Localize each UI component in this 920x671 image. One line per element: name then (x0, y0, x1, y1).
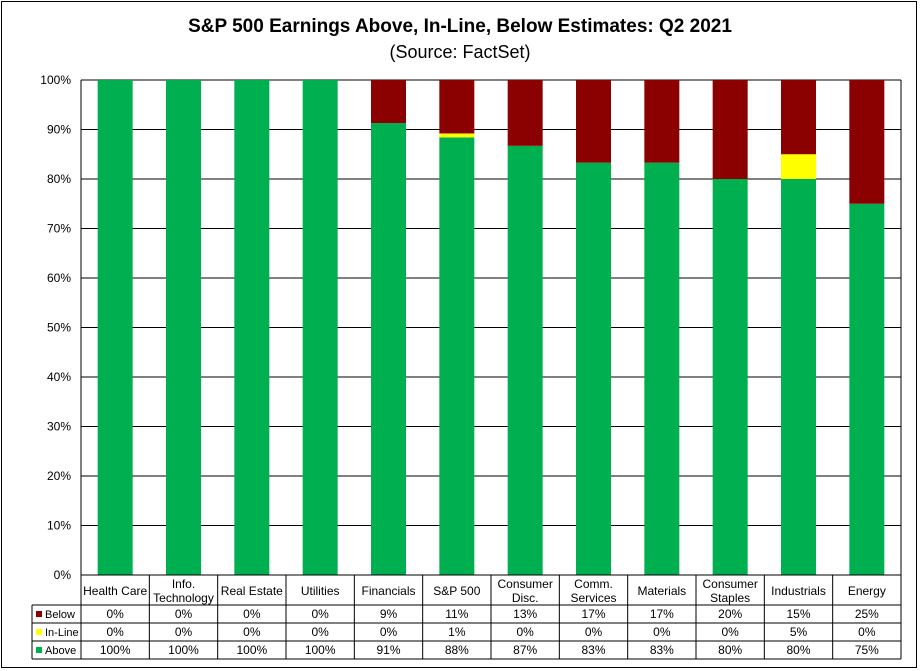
data-label: 91% (376, 643, 400, 657)
legend-key-in-line (36, 629, 42, 635)
y-tick-label: 90% (47, 123, 71, 137)
data-label: 100% (305, 643, 336, 657)
bar-below (439, 80, 475, 134)
bar-in-line (439, 133, 475, 138)
data-label: 15% (786, 607, 810, 621)
data-label: 1% (448, 625, 466, 639)
bar-below (371, 80, 406, 124)
bar-above (712, 179, 748, 575)
category-label: S&P 500 (433, 584, 480, 598)
bar-below (507, 80, 543, 146)
category-label: Consumer (702, 577, 757, 591)
y-tick-label: 10% (47, 519, 71, 533)
data-label: 17% (581, 607, 605, 621)
legend-label: Above (45, 645, 76, 657)
data-label: 11% (445, 607, 468, 621)
legend-key-above (36, 647, 42, 653)
category-label: Industrials (771, 584, 826, 598)
data-label: 83% (650, 643, 674, 657)
bar-below (576, 80, 611, 163)
category-label: Comm. (574, 577, 613, 591)
data-label: 0% (585, 625, 603, 639)
data-label: 0% (380, 625, 398, 639)
legend-key-below (36, 611, 42, 617)
data-label: 75% (855, 643, 879, 657)
legend-label: Below (45, 609, 75, 621)
data-label: 0% (106, 607, 124, 621)
category-label: Disc. (512, 591, 539, 605)
data-label: 83% (581, 643, 605, 657)
data-label: 13% (513, 607, 537, 621)
chart-title: S&P 500 Earnings Above, In-Line, Below E… (188, 16, 732, 37)
data-label: 88% (445, 643, 469, 657)
data-label: 5% (790, 625, 808, 639)
data-label: 0% (653, 625, 671, 639)
data-label: 0% (858, 625, 876, 639)
category-label: Real Estate (221, 584, 283, 598)
category-label: Services (570, 591, 616, 605)
data-label: 0% (516, 625, 534, 639)
bar-above (302, 80, 338, 575)
legend-label: In-Line (45, 627, 79, 639)
bar-above (166, 80, 201, 575)
bar-above (371, 123, 406, 575)
category-label: Health Care (83, 584, 147, 598)
data-label: 0% (243, 607, 261, 621)
bar-above (576, 162, 611, 576)
y-tick-label: 20% (47, 469, 71, 483)
category-label: Technology (153, 591, 214, 605)
bar-below (849, 80, 885, 204)
data-label: 17% (650, 607, 674, 621)
bar-above (781, 179, 816, 575)
bar-below (644, 80, 680, 163)
data-label: 0% (243, 625, 261, 639)
y-tick-label: 100% (40, 73, 71, 87)
category-label: Staples (710, 591, 750, 605)
category-label: Utilities (301, 584, 340, 598)
category-label: Materials (637, 584, 686, 598)
data-label: 80% (786, 643, 810, 657)
data-label: 100% (100, 643, 131, 657)
bar-above (97, 80, 133, 575)
category-label: Consumer (497, 577, 552, 591)
data-label: 87% (513, 643, 537, 657)
data-label: 9% (380, 607, 398, 621)
bar-below (781, 80, 816, 155)
data-label: 0% (311, 625, 329, 639)
bar-above (644, 162, 680, 576)
y-tick-label: 0% (54, 568, 72, 582)
y-tick-label: 80% (47, 172, 71, 186)
data-label: 80% (718, 643, 742, 657)
y-tick-label: 50% (47, 321, 71, 335)
category-label: Energy (848, 584, 886, 598)
bar-above (439, 137, 475, 576)
bar-above (507, 145, 543, 575)
category-label: Financials (361, 584, 415, 598)
y-tick-label: 70% (47, 222, 71, 236)
data-label: 100% (168, 643, 199, 657)
data-label: 0% (175, 625, 193, 639)
chart-subtitle: (Source: FactSet) (389, 42, 531, 62)
data-label: 0% (311, 607, 329, 621)
bar-below (712, 80, 748, 179)
data-label: 0% (721, 625, 739, 639)
data-label: 100% (236, 643, 267, 657)
bar-above (849, 203, 885, 575)
y-tick-label: 30% (47, 420, 71, 434)
category-label: Info. (172, 577, 195, 591)
data-label: 0% (106, 625, 124, 639)
y-tick-label: 60% (47, 271, 71, 285)
bar-in-line (781, 154, 816, 179)
data-label: 0% (175, 607, 193, 621)
bar-above (234, 80, 270, 575)
data-label: 25% (855, 607, 879, 621)
data-label: 20% (718, 607, 742, 621)
y-tick-label: 40% (47, 370, 71, 384)
